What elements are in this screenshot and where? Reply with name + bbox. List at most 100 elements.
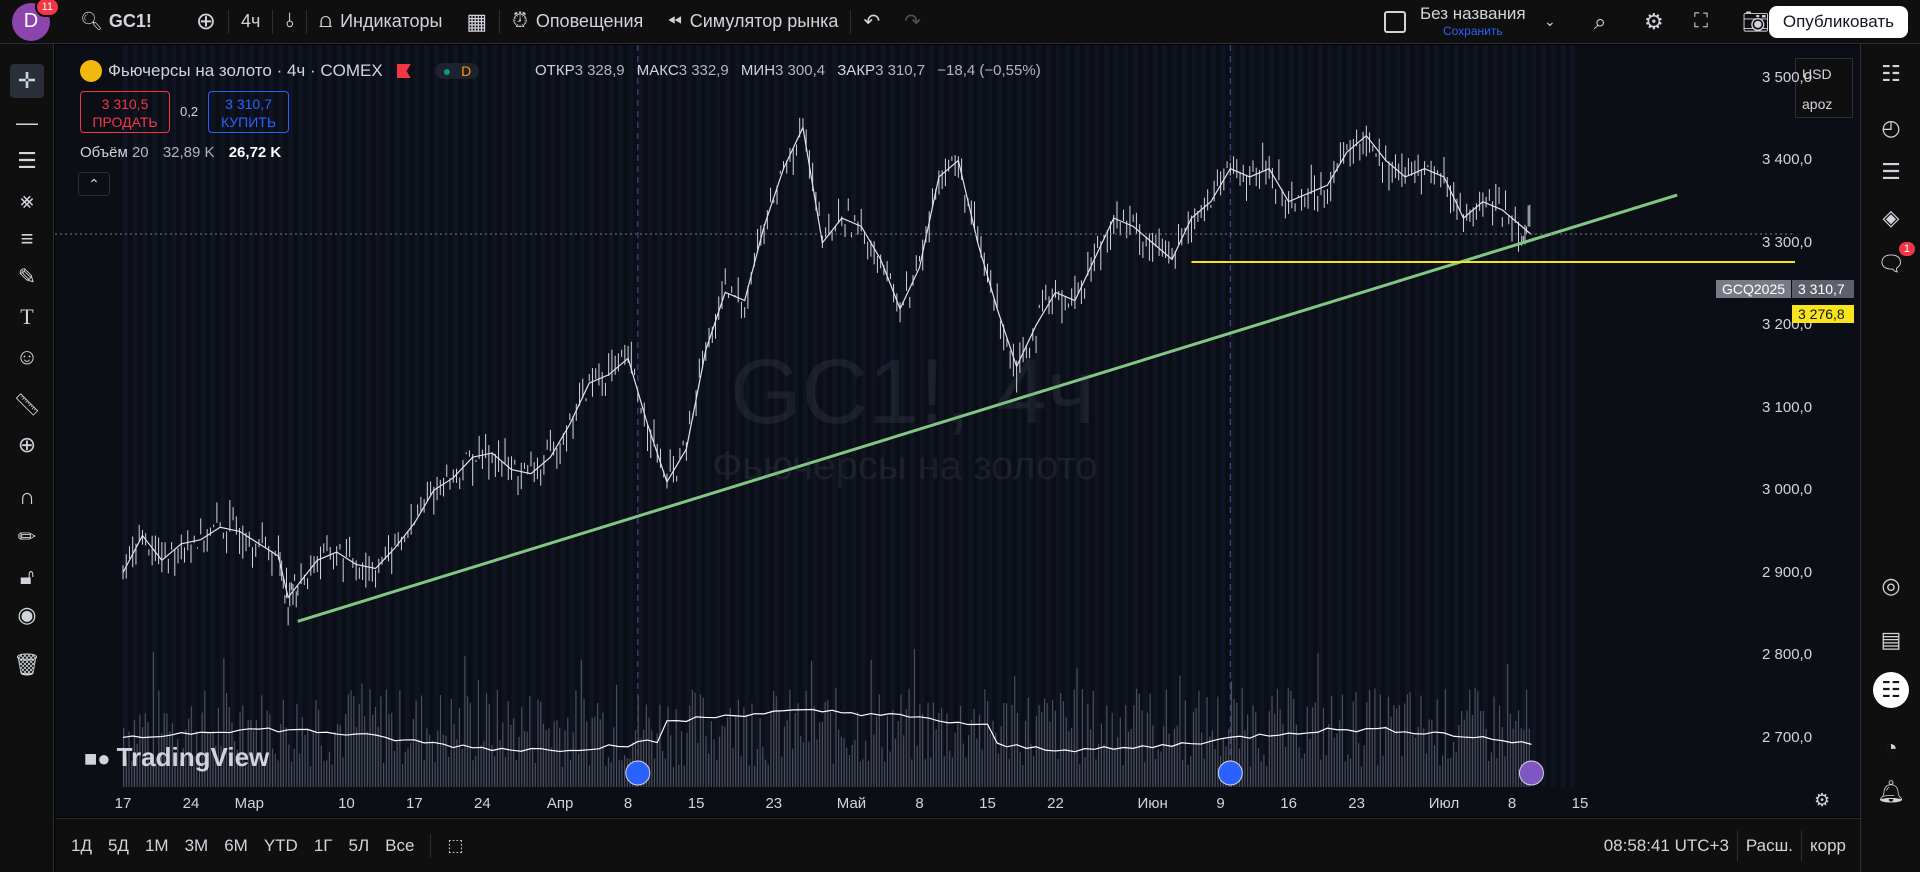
redo-button[interactable]: ↷ — [892, 0, 933, 44]
volume-bar — [1089, 729, 1092, 787]
session-button[interactable]: Расш. — [1736, 831, 1801, 861]
snapshot-button[interactable]: 📷︎ — [1730, 0, 1782, 44]
range-button[interactable]: 5Л — [348, 835, 370, 855]
news-button[interactable]: ☰ — [1873, 154, 1909, 190]
volume-bar — [1501, 727, 1503, 787]
measure-tool[interactable]: 📏︎ — [10, 388, 44, 422]
layout-name-button[interactable]: Без названия Сохранить — [1420, 4, 1526, 38]
clock-display[interactable]: 08:58:41 UTC+3 — [1603, 836, 1729, 855]
market-status-badge[interactable]: ● D — [434, 63, 480, 79]
user-avatar[interactable]: D 11 — [12, 0, 60, 41]
range-button[interactable]: 6М — [224, 835, 248, 855]
indicators-button[interactable]: ⩍ Индикаторы — [307, 0, 454, 44]
stream-button[interactable]: ◔ — [1873, 730, 1909, 766]
volume-bar — [1479, 710, 1482, 787]
volume-bar — [1452, 741, 1455, 787]
layout-menu-button[interactable]: ⌄ — [1532, 0, 1568, 44]
trendline-tool[interactable]: ― — [10, 106, 44, 140]
watchlist-button[interactable]: ☷ — [1873, 56, 1909, 92]
chat-button[interactable]: 🗨︎ 1 — [1873, 242, 1915, 282]
calendar-button[interactable]: ▤ — [1873, 622, 1909, 658]
volume-legend[interactable]: Объём 20 32,89 K 26,72 K — [80, 144, 281, 161]
forecast-tool[interactable]: ≡ — [10, 222, 44, 256]
volume-bar — [1054, 710, 1056, 787]
currency-value[interactable]: USD — [1802, 66, 1832, 82]
templates-button[interactable]: ▦ — [454, 0, 499, 44]
undo-button[interactable]: ↶ — [851, 0, 892, 44]
settings-button[interactable]: ⚙︎ — [1632, 0, 1676, 44]
alerts-button[interactable]: ⏰︎ Оповещения — [500, 0, 655, 44]
chart-type-button[interactable]: ⫰ — [273, 0, 306, 44]
buy-button[interactable]: 3 310,7 КУПИТЬ — [208, 91, 289, 133]
fib-tool[interactable]: ☰ — [10, 144, 44, 178]
volume-bar — [491, 744, 493, 787]
range-button[interactable]: Все — [385, 835, 415, 855]
volume-bar — [247, 720, 249, 787]
text-icon: T — [20, 304, 34, 329]
unit-value[interactable]: apoz — [1802, 96, 1833, 112]
pattern-tool[interactable]: ⨳ — [10, 184, 44, 218]
session-stripe — [977, 45, 983, 787]
volume-bar — [1520, 728, 1522, 787]
quick-search-button[interactable]: ⌕ — [1582, 0, 1618, 44]
layers-icon: ◈ — [1882, 205, 1900, 230]
range-button[interactable]: 1М — [144, 835, 169, 855]
volume-bar — [434, 762, 436, 787]
text-tool[interactable]: T — [10, 300, 44, 334]
volume-bar — [1171, 747, 1173, 787]
session-stripe — [385, 45, 391, 787]
emoji-tool[interactable]: ☺︎ — [10, 340, 44, 374]
series-legend[interactable]: Фьючерсы на золото · 4ч · COMEX ● D — [80, 60, 480, 82]
list-icon: ☷ — [1881, 61, 1901, 86]
zoom-tool[interactable]: ⊕ — [10, 428, 44, 462]
indicators-label: Индикаторы — [340, 11, 443, 31]
range-button[interactable]: 1Д — [71, 835, 92, 855]
hide-tool[interactable]: ◉ — [10, 598, 44, 632]
range-button[interactable]: 5Д — [107, 835, 129, 855]
replay-button[interactable]: ⏪︎ Симулятор рынка — [655, 0, 850, 44]
remove-tool[interactable]: 🗑︎ — [10, 648, 44, 682]
symbol-search-button[interactable]: 🔍︎ GC1! — [68, 0, 164, 44]
magnet-tool[interactable]: ∩ — [10, 480, 44, 514]
session-stripe — [618, 45, 624, 787]
interval-button[interactable]: 4ч — [240, 11, 261, 31]
volume-bar — [201, 712, 203, 787]
session-stripe — [258, 45, 264, 787]
range-button[interactable]: YTD — [263, 835, 298, 855]
save-link[interactable]: Сохранить — [1442, 24, 1503, 38]
volume-bar — [1290, 690, 1292, 787]
crosshair-tool[interactable]: ✛ — [10, 64, 44, 98]
volume-bar — [307, 728, 309, 787]
time-axis-settings-button[interactable]: ⚙︎ — [1814, 790, 1830, 811]
target-button[interactable]: ◎ — [1873, 568, 1909, 604]
volume-bar — [995, 732, 997, 787]
publish-button[interactable]: Опубликовать — [1768, 6, 1908, 38]
volume-bar — [1127, 731, 1130, 787]
date-range-button[interactable]: ⬚ — [439, 836, 471, 856]
layout-checkbox[interactable] — [1372, 0, 1418, 44]
fullscreen-button[interactable]: ⛶ — [1682, 0, 1720, 44]
compare-button[interactable]: ⊕ — [184, 0, 228, 44]
collapse-legend-button[interactable]: ⌃ — [78, 172, 110, 196]
range-button[interactable]: 1Г — [313, 835, 333, 855]
session-stripe — [462, 45, 468, 787]
session-stripe — [948, 45, 954, 787]
adjust-button[interactable]: корр — [1801, 831, 1854, 861]
lock-all-tool[interactable]: 🔓︎ — [10, 560, 44, 594]
alerts-panel-button[interactable]: ◴ — [1873, 110, 1909, 146]
lock-drawing-tool[interactable]: ✏︎ — [10, 520, 44, 554]
currency-selector[interactable]: USD apoz — [1795, 58, 1853, 118]
range-button[interactable]: 3М — [184, 835, 209, 855]
volume-bar — [475, 756, 477, 787]
sell-button[interactable]: 3 310,5 ПРОДАТЬ — [80, 91, 170, 133]
flag-icon[interactable] — [396, 64, 411, 78]
chart-pane[interactable] — [55, 45, 1860, 817]
search-icon: 🔍︎ — [80, 11, 103, 31]
brush-tool[interactable]: ✎ — [10, 260, 44, 294]
notifications-button[interactable]: 🔔︎ — [1873, 774, 1909, 810]
volume-bar — [133, 719, 136, 787]
price-chart[interactable] — [55, 45, 1860, 817]
layers-button[interactable]: ◈ — [1873, 200, 1909, 236]
close-label: ЗАКР — [837, 62, 876, 79]
apps-button[interactable]: ☷ — [1873, 672, 1909, 708]
